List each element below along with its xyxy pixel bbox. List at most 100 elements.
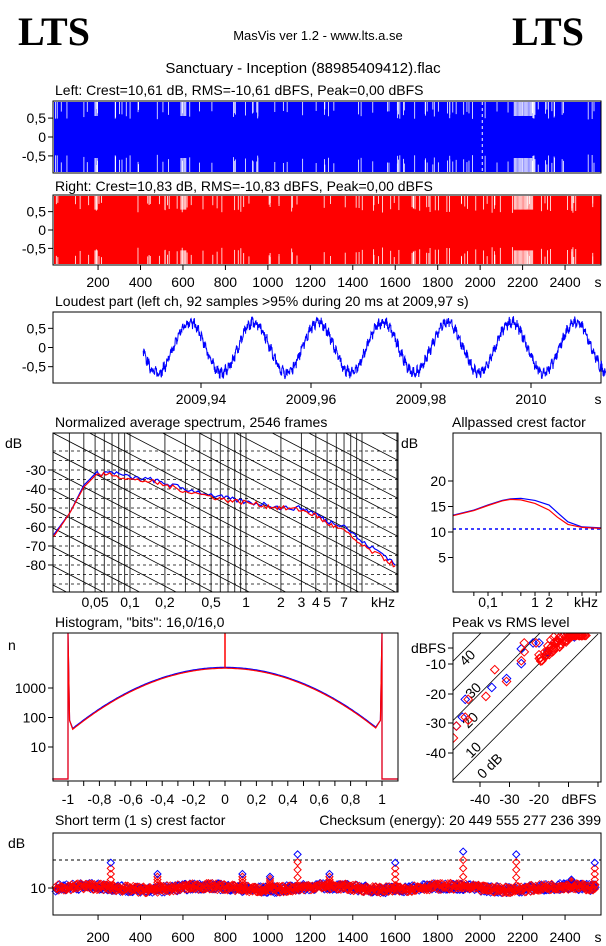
x-tick-label: 1200 [295,274,326,290]
x-tick-label: 0,6 [309,791,329,807]
x-tick-label: 2200 [507,929,538,945]
crest-peak-point [153,880,162,890]
crest-peak-point [590,875,600,884]
grid-diagonal [53,527,177,592]
x-tick-label: 200 [86,929,110,945]
pvr-point-right [541,650,552,661]
crest-peak-point [106,869,116,879]
crest-frame [52,832,602,916]
crest-peak-point [567,875,576,884]
x-unit-label: s [595,929,602,945]
crest-peak-point [153,878,162,887]
x-tick-label: 2400 [549,929,580,945]
grid-diagonal [271,433,398,499]
x-tick-label: 0,2 [247,791,267,807]
pvr-point-left [460,694,471,705]
crest-peak-point [590,858,600,868]
crest-peak-point [390,858,400,868]
pvr-point-left [501,673,512,684]
y-tick-label: 100 [23,710,47,726]
waveform-fill [54,102,601,172]
pvr-point-right [548,642,559,653]
pvr-point-right [531,637,541,648]
pvr-point-right [542,648,553,659]
x-tick-label: 2 [545,594,553,610]
right-caption: Right: Crest=10,83 dB, RMS=-10,83 dBFS, … [55,178,433,194]
grid-diagonal [53,470,287,592]
file-title: Sanctuary - Inception (88985409412).flac [165,60,441,77]
logo-right: LTS [512,9,584,54]
pvr-point-right [535,656,546,667]
allpass-frame [452,432,602,593]
pvr-point-right [519,646,530,657]
x-tick-label: -0,6 [119,791,143,807]
x-tick-label: 1000 [252,929,283,945]
y-tick-label: dBFS [411,640,446,656]
spectrum-frame [52,432,399,593]
pvr-point-right [501,676,512,687]
crest-peak-point [390,864,400,873]
y-tick-label: -70 [26,538,46,554]
crest-peak-point [511,857,521,867]
pvr-point-right [480,691,491,702]
crest-ylabel: dB [8,835,25,851]
grid-diagonal [234,433,398,518]
x-tick-label: 600 [171,929,195,945]
y-tick-label: 0,5 [27,320,47,336]
y-tick-label: 5 [438,550,446,566]
histogram-caption: Histogram, "bits": 16,0/16,0 [55,614,225,630]
x-tick-label: 0,5 [201,594,221,610]
pvr-frame [452,632,602,783]
crest-peak-point [293,865,302,875]
x-tick-label: -0,8 [87,791,111,807]
x-tick-label: 1200 [295,929,326,945]
pvr-point-left [516,658,527,669]
x-tick-label: 0,8 [341,791,361,807]
x-tick-label: 600 [171,274,195,290]
app-version: MasVis ver 1.2 - www.lts.a.se [233,28,403,43]
x-tick-label: 1800 [422,274,453,290]
x-tick-label: 1800 [422,929,453,945]
x-tick-label: 3 [297,594,305,610]
y-tick-label: 20 [430,473,446,489]
grid-diagonal [53,433,360,592]
waveform-fill [54,196,601,264]
crest-peak-point [590,880,600,890]
x-tick-label: 0,4 [278,791,298,807]
crest-point-right [547,879,556,888]
pvr-point-right [489,664,500,675]
y-tick-label: 0 [38,222,46,238]
y-tick-label: 15 [430,499,446,515]
y-tick-label: 1000 [15,680,46,696]
y-tick-label: -30 [26,462,46,478]
crest-peak-point [458,855,468,865]
loudest-waveform-line [142,316,606,380]
x-tick-label: 1400 [337,274,368,290]
x-tick-label: -0,4 [150,791,174,807]
x-tick-label: -40 [470,791,490,807]
crest-diagonal [453,633,571,751]
y-tick-label: 0,5 [27,204,47,220]
histogram-ylabel: n [8,637,16,653]
x-tick-label: 0,1 [120,594,140,610]
grid-diagonal [53,508,214,592]
pvr-point-right [552,635,563,646]
x-tick-label: 1 [242,594,250,610]
crest-peak-point [511,850,521,859]
x-tick-label: 800 [214,274,238,290]
y-tick-label: -60 [26,519,46,535]
crest-peak-point [293,873,302,882]
x-tick-label: -20 [529,791,549,807]
checksum: Checksum (energy): 20 449 555 277 236 39… [319,812,601,828]
x-unit-label: s [595,391,602,407]
y-tick-label: -0,5 [22,240,46,256]
diagonal-label: 20 [459,709,481,731]
crest-peak-point [511,880,521,890]
crest-peak-point [567,878,576,887]
crest-peak-point [511,873,521,882]
crest-peak-point [106,875,116,884]
x-tick-label: 400 [129,929,153,945]
crest-peak-point [238,875,247,884]
y-tick-label: -0,5 [22,148,46,164]
y-tick-label: 0,5 [27,110,47,126]
